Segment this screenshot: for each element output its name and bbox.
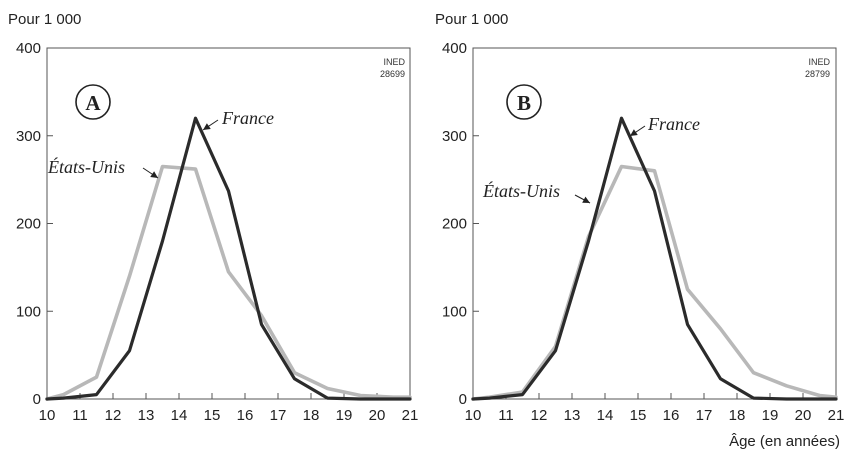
x-tick-label: 20 — [369, 407, 386, 424]
x-tick-label: 11 — [72, 407, 88, 424]
y-tick-label: 400 — [442, 40, 467, 57]
series-line-etats-unis — [45, 164, 412, 401]
source-number: 28799 — [805, 69, 830, 79]
x-tick-label: 17 — [270, 407, 287, 424]
series-label-etats-unis: États-Unis — [482, 180, 560, 201]
x-tick-label: 10 — [39, 407, 56, 424]
x-tick-label: 15 — [204, 407, 221, 424]
y-unit-label: Pour 1 000 — [435, 11, 508, 28]
x-tick-label: 21 — [828, 407, 845, 424]
x-tick-label: 19 — [762, 407, 779, 424]
x-tick-label: 12 — [531, 407, 548, 424]
panel-label: A — [85, 91, 101, 115]
x-tick-label: 17 — [696, 407, 713, 424]
x-tick-label: 16 — [663, 407, 680, 424]
pointer-arrowhead-france — [630, 129, 638, 136]
x-tick-label: 13 — [564, 407, 581, 424]
x-axis-label: Âge (en années) — [729, 433, 840, 450]
y-tick-label: 200 — [16, 216, 41, 233]
x-tick-label: 11 — [498, 407, 514, 424]
source-number: 28699 — [380, 69, 405, 79]
x-tick-label: 19 — [336, 407, 353, 424]
y-tick-label: 400 — [16, 40, 41, 57]
series-label-france: France — [221, 108, 274, 128]
y-tick-label: 0 — [459, 391, 467, 408]
panel-badge-circle — [75, 84, 111, 120]
x-tick-label: 14 — [171, 407, 188, 424]
y-tick-label: 200 — [442, 216, 467, 233]
y-tick-label: 100 — [16, 303, 41, 320]
x-tick-label: 14 — [597, 407, 614, 424]
series-label-etats-unis: États-Unis — [47, 156, 125, 177]
series-line-france — [471, 116, 838, 401]
x-tick-label: 20 — [795, 407, 812, 424]
x-tick-label: 13 — [138, 407, 155, 424]
source-label: INED — [383, 57, 405, 67]
x-tick-label: 16 — [237, 407, 254, 424]
pointer-arrowhead-etats-unis — [582, 196, 590, 203]
y-unit-label: Pour 1 000 — [8, 11, 81, 28]
x-tick-label: 18 — [303, 407, 320, 424]
panel-label: B — [517, 91, 531, 115]
x-tick-label: 21 — [402, 407, 419, 424]
panel-badge-circle — [506, 84, 542, 120]
x-tick-label: 12 — [105, 407, 122, 424]
y-tick-label: 0 — [33, 391, 41, 408]
series-line-france — [45, 116, 412, 401]
y-tick-label: 300 — [16, 128, 41, 145]
y-tick-label: 300 — [442, 128, 467, 145]
series-line-etats-unis — [471, 164, 838, 401]
series-label-france: France — [647, 114, 700, 134]
x-tick-label: 10 — [465, 407, 482, 424]
chart-panel-b: Pour 1 000 Âge (en années) INED 28799 B … — [435, 11, 844, 450]
source-label: INED — [808, 57, 830, 67]
y-tick-label: 100 — [442, 303, 467, 320]
pointer-arrowhead-france — [203, 123, 211, 130]
pointer-arrowhead-etats-unis — [150, 171, 158, 178]
x-tick-label: 15 — [630, 407, 647, 424]
chart-panel-a: Pour 1 000 INED 28699 A États-Unis Franc… — [8, 11, 418, 424]
x-tick-label: 18 — [729, 407, 746, 424]
